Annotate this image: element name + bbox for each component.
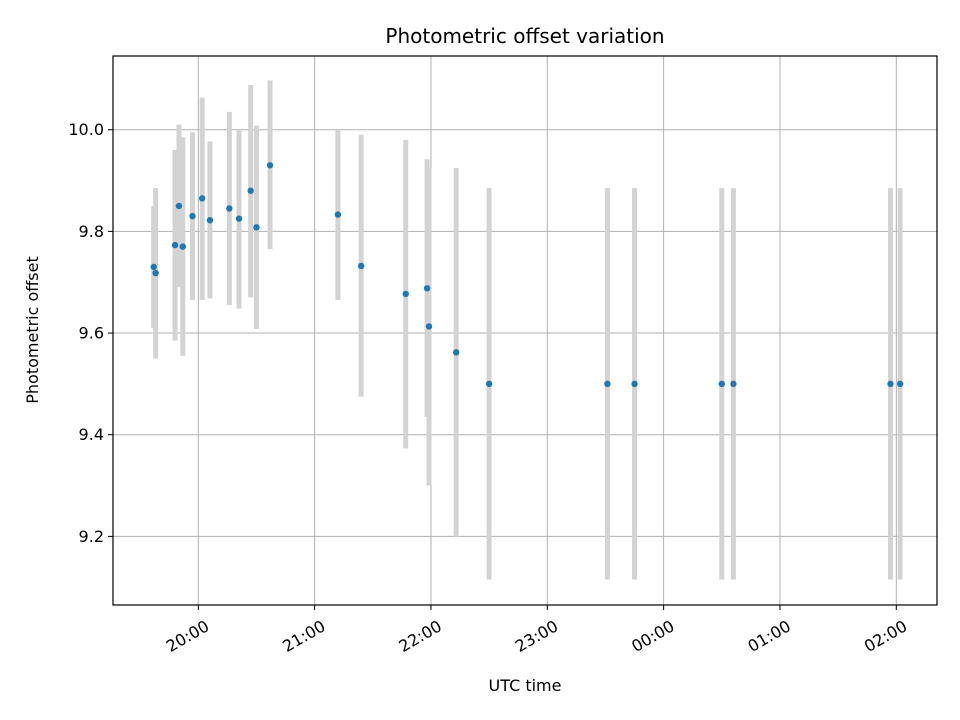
y-axis-ticks: 9.2 9.4 9.6 9.8 10.0 xyxy=(68,120,113,546)
data-point xyxy=(175,202,183,210)
y-tick-label: 10.0 xyxy=(68,120,104,139)
data-point xyxy=(425,323,433,330)
data-point xyxy=(357,262,365,270)
data-point xyxy=(887,380,894,388)
data-point xyxy=(152,269,159,277)
data-point xyxy=(631,380,638,388)
y-tick-label: 9.6 xyxy=(79,324,104,343)
data-point xyxy=(402,290,409,298)
chart-title: Photometric offset variation xyxy=(385,24,664,48)
data-point xyxy=(179,243,186,250)
data-point xyxy=(150,263,157,271)
data-point xyxy=(334,211,342,218)
data-point xyxy=(452,349,460,356)
data-point xyxy=(206,216,214,224)
y-axis-label: Photometric offset xyxy=(23,256,42,404)
data-point xyxy=(235,215,243,222)
y-tick-label: 9.8 xyxy=(79,222,104,241)
data-point xyxy=(198,195,206,202)
data-point xyxy=(247,187,254,194)
data-point xyxy=(896,380,904,388)
data-point xyxy=(189,212,196,220)
data-point xyxy=(718,380,725,388)
data-point xyxy=(226,205,233,212)
y-tick-label: 9.2 xyxy=(79,527,104,546)
data-point xyxy=(266,162,274,169)
data-points xyxy=(150,162,904,388)
data-point xyxy=(171,241,179,249)
data-point xyxy=(253,224,260,231)
y-tick-label: 9.4 xyxy=(79,425,104,444)
x-axis-label: UTC time xyxy=(489,676,562,695)
data-point xyxy=(730,380,737,388)
data-point xyxy=(423,285,431,292)
plot-frame xyxy=(112,55,938,606)
data-point xyxy=(604,380,611,388)
data-point xyxy=(485,380,493,388)
